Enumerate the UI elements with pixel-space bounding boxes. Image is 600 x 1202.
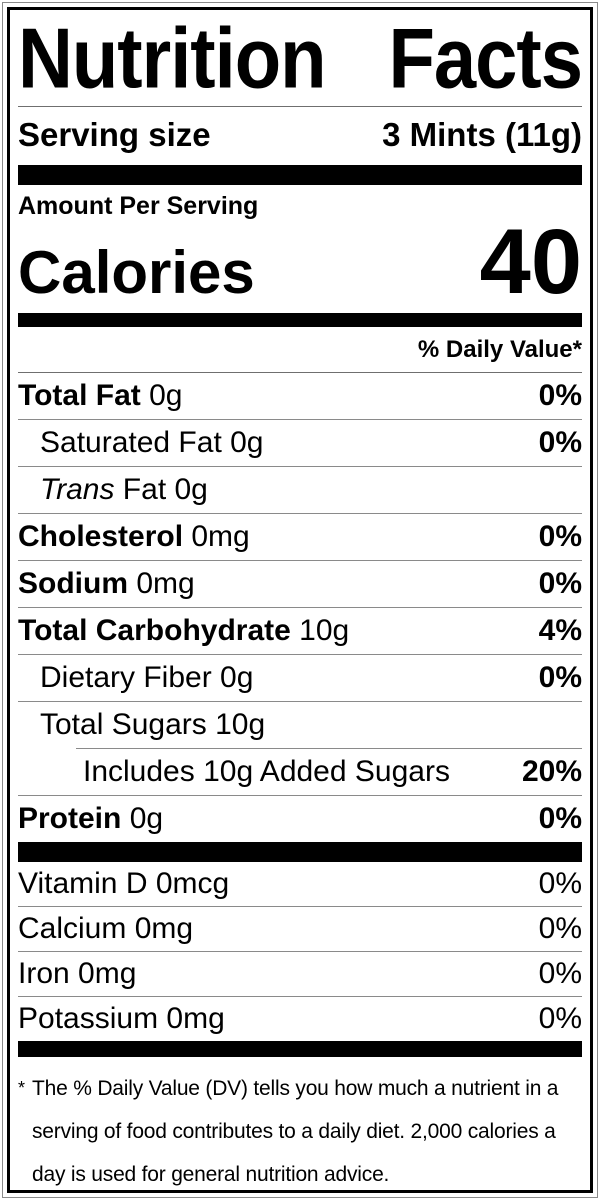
title-divider — [18, 106, 582, 107]
nutrient-name-part: Includes 10g Added Sugars — [83, 755, 450, 789]
calories-value: 40 — [479, 211, 582, 313]
nutrient-daily-value: 0% — [538, 520, 582, 554]
nutrient-name-part: Protein — [18, 802, 122, 836]
nutrient-row: Saturated Fat 0g 0% — [18, 420, 582, 466]
nutrient-name: Saturated Fat 0g — [40, 426, 263, 460]
row-divider — [18, 560, 582, 562]
serving-size-value: 3 Mints (11g) — [382, 116, 582, 153]
nutrient-daily-value: 4% — [538, 614, 582, 648]
row-divider — [18, 513, 582, 515]
vitamin-row: Calcium 0mg 0% — [18, 907, 582, 951]
nutrient-name: Total Carbohydrate 10g — [18, 614, 349, 648]
nutrient-name-part: Cholesterol — [18, 520, 184, 554]
vitamin-table: Vitamin D 0mcg 0% Calcium 0mg 0% Iron 0mg 0% P… — [18, 862, 582, 1041]
label-title-text: Nutrition Facts — [18, 11, 583, 107]
thick-bar-top — [18, 165, 582, 185]
nutrient-daily-value: 0% — [538, 802, 582, 836]
nutrient-name: Protein 0g — [18, 802, 163, 836]
daily-value-header: % Daily Value* — [417, 336, 582, 364]
nutrient-name-part: Trans — [40, 473, 115, 507]
nutrient-row: Trans Fat 0g — [18, 467, 582, 513]
row-divider — [18, 951, 582, 953]
row-divider — [76, 748, 582, 750]
amount-per-serving-label: Amount Per Serving — [18, 192, 259, 220]
nutrient-name-part: Fat 0g — [114, 473, 208, 507]
footnote-text: The % Daily Value (DV) tells you how muc… — [32, 1077, 559, 1187]
nutrient-row: Includes 10g Added Sugars 20% — [18, 749, 582, 795]
nutrient-row: Total Sugars 10g — [18, 702, 582, 748]
nutrient-daily-value: 0% — [538, 426, 582, 460]
nutrient-daily-value: 0% — [538, 567, 582, 601]
footnote-asterisk: * — [18, 1078, 25, 1099]
nutrient-name-part: Total Fat — [18, 379, 141, 413]
row-divider — [18, 607, 582, 609]
nutrient-row: Total Fat 0g 0% — [18, 373, 582, 419]
nutrient-name: Total Sugars 10g — [40, 708, 265, 742]
vitamin-name: Calcium 0mg — [18, 912, 194, 946]
thick-bar-bottom — [18, 1041, 582, 1058]
row-divider — [18, 996, 582, 998]
medium-bar-calories — [18, 313, 582, 328]
nutrient-row: Dietary Fiber 0g 0% — [18, 655, 582, 701]
row-divider — [18, 701, 582, 703]
nutrient-name-part: Total Carbohydrate — [18, 614, 291, 648]
nutrient-name: Includes 10g Added Sugars — [83, 755, 450, 789]
nutrient-name: Dietary Fiber 0g — [40, 661, 253, 695]
nutrient-daily-value: 0% — [538, 379, 582, 413]
serving-size-label: Serving size — [18, 116, 211, 153]
nutrient-row: Total Carbohydrate 10g 4% — [18, 608, 582, 654]
vitamin-row: Iron 0mg 0% — [18, 952, 582, 996]
nutrient-name: Sodium 0mg — [18, 567, 195, 601]
vitamin-daily-value: 0% — [538, 867, 582, 901]
nutrient-name: Cholesterol 0mg — [18, 520, 250, 554]
nutrient-name-part: Sodium — [18, 567, 128, 601]
vitamin-daily-value: 0% — [538, 957, 582, 991]
row-divider — [18, 795, 582, 797]
vitamin-row: Vitamin D 0mcg 0% — [18, 862, 582, 906]
nutrition-facts-label: Nutrition Facts Serving size 3 Mints (11… — [7, 7, 593, 1193]
nutrient-name-part: 0g — [121, 802, 164, 836]
vitamin-name: Iron 0mg — [18, 957, 137, 991]
nutrient-name-part: Saturated Fat 0g — [40, 426, 264, 460]
vitamin-daily-value: 0% — [538, 912, 582, 946]
nutrient-row: Sodium 0mg 0% — [18, 561, 582, 607]
nutrient-name-part: 0mg — [183, 520, 250, 554]
nutrient-daily-value: 20% — [521, 755, 582, 789]
nutrient-name-part: 10g — [290, 614, 350, 648]
calories-label: Calories — [18, 239, 255, 306]
nutrient-row: Cholesterol 0mg 0% — [18, 514, 582, 560]
row-divider — [18, 906, 582, 908]
serving-size-row: Serving size 3 Mints (11g) — [18, 107, 582, 165]
vitamin-name: Vitamin D 0mcg — [18, 867, 230, 901]
nutrient-name-part: Dietary Fiber 0g — [40, 661, 254, 695]
calories-row: Calories 40 — [18, 211, 582, 313]
vitamin-name: Potassium 0mg — [18, 1002, 225, 1036]
thick-bar-protein — [18, 842, 582, 863]
row-divider — [18, 419, 582, 421]
vitamin-daily-value: 0% — [538, 1002, 582, 1036]
nutrient-row: Protein 0g 0% — [18, 796, 582, 842]
title-word-facts: Facts — [388, 11, 583, 107]
title-word-nutrition: Nutrition — [18, 11, 327, 107]
vitamin-row: Potassium 0mg 0% — [18, 997, 582, 1041]
nutrient-name: Total Fat 0g — [18, 379, 183, 413]
nutrient-name-part: 0g — [140, 379, 183, 413]
row-divider — [18, 466, 582, 468]
nutrient-name-part: Total Sugars 10g — [40, 708, 266, 742]
nutrient-daily-value: 0% — [538, 661, 582, 695]
row-divider — [18, 654, 582, 656]
nutrient-name-part: 0mg — [128, 567, 195, 601]
label-title: Nutrition Facts — [18, 11, 583, 107]
nutrient-name: Trans Fat 0g — [40, 473, 208, 507]
nutrient-table: Total Fat 0g 0% Saturated Fat 0g 0% Trans Fa… — [18, 372, 582, 842]
footnote: * The % Daily Value (DV) tells you how m… — [18, 1067, 582, 1190]
